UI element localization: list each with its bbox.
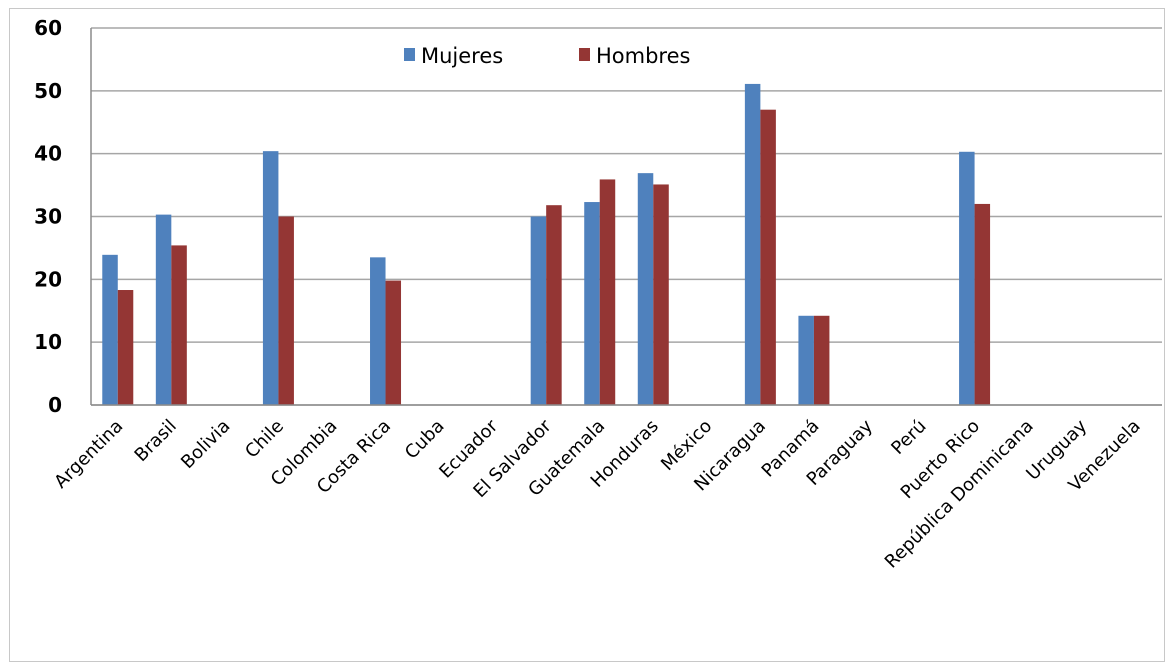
bar-mujeres — [262, 151, 279, 405]
bar-mujeres — [155, 214, 172, 405]
y-tick-labels: 0 10 20 30 40 50 60 — [34, 16, 62, 417]
gridlines — [91, 27, 1162, 406]
y-tick-label: 50 — [34, 79, 62, 103]
bar-hombres — [974, 203, 991, 405]
x-tick-label: Bolivia — [177, 416, 234, 473]
bar-mujeres — [530, 216, 547, 405]
x-tick-label: Brasil — [131, 416, 181, 466]
x-tick-label: Perú — [887, 416, 930, 459]
legend: Mujeres Hombres — [404, 44, 690, 68]
bar-mujeres — [744, 83, 761, 406]
bar-mujeres — [959, 151, 975, 405]
axes — [90, 28, 1162, 406]
bar-mujeres — [798, 315, 814, 405]
legend-swatch — [404, 48, 415, 61]
bar-hombres — [760, 109, 776, 405]
bar-hombres — [171, 245, 187, 405]
bar-mujeres — [584, 202, 600, 405]
y-tick-label: 20 — [34, 267, 62, 291]
bar-mujeres — [637, 173, 654, 405]
x-tick-label: Argentina — [50, 416, 127, 493]
x-tick-label: Chile — [241, 416, 288, 463]
y-tick-label: 0 — [48, 393, 62, 417]
y-tick-label: 30 — [34, 205, 62, 229]
bar-mujeres — [102, 254, 118, 405]
y-tick-label: 10 — [34, 330, 62, 354]
bar-hombres — [117, 290, 134, 405]
x-tick-label: Cuba — [401, 416, 449, 464]
y-tick-label: 60 — [34, 16, 62, 40]
bar-hombres — [278, 216, 294, 405]
legend-label: Mujeres — [421, 44, 503, 68]
bar-mujeres — [370, 257, 386, 405]
bar-hombres — [385, 280, 402, 405]
bars — [102, 83, 991, 406]
bar-hombres — [599, 179, 616, 405]
legend-swatch — [579, 48, 590, 61]
y-tick-label: 40 — [34, 142, 62, 166]
legend-label: Hombres — [596, 44, 690, 68]
bar-hombres — [546, 205, 562, 405]
bar-hombres — [813, 315, 830, 405]
bar-hombres — [653, 184, 669, 405]
